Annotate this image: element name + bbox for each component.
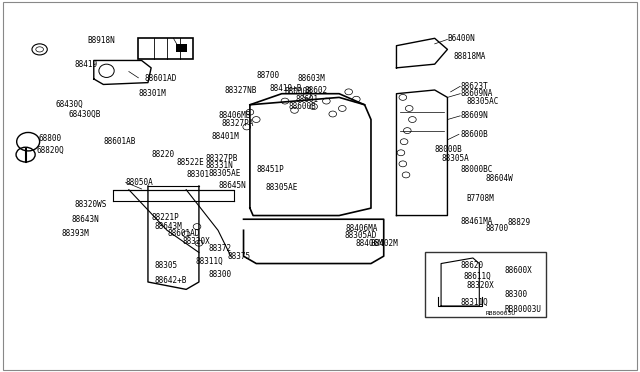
Text: 88311Q: 88311Q: [460, 298, 488, 307]
Text: 88451P: 88451P: [256, 165, 284, 174]
Text: 88601AD: 88601AD: [145, 74, 177, 83]
Text: 88406MA: 88406MA: [346, 224, 378, 233]
Text: 88419: 88419: [75, 60, 98, 69]
Text: 88221P: 88221P: [151, 213, 179, 222]
Text: 88000B: 88000B: [435, 145, 463, 154]
Text: 88611Q: 88611Q: [463, 272, 491, 281]
Text: 88375: 88375: [228, 251, 251, 261]
Text: 88406M: 88406M: [355, 239, 383, 248]
Text: 88000B: 88000B: [285, 87, 313, 96]
Text: 88372: 88372: [209, 244, 232, 253]
Text: 88320X: 88320X: [467, 281, 494, 290]
Text: 88393M: 88393M: [62, 230, 90, 238]
Text: 88643M: 88643M: [154, 222, 182, 231]
Text: 68800: 68800: [38, 134, 61, 142]
Text: 88601AD: 88601AD: [167, 230, 200, 238]
Text: 68820Q: 68820Q: [36, 147, 64, 155]
Text: 88301: 88301: [186, 170, 209, 179]
Text: 88220: 88220: [151, 150, 174, 159]
Text: B8918N: B8918N: [88, 36, 115, 45]
Text: 88301M: 88301M: [138, 89, 166, 98]
Text: 88604W: 88604W: [486, 174, 513, 183]
Text: 88305A: 88305A: [441, 154, 469, 163]
Text: RB80003U: RB80003U: [505, 305, 542, 314]
Text: 88402M: 88402M: [371, 239, 399, 248]
Text: 88643N: 88643N: [72, 215, 99, 224]
Text: 88603M: 88603M: [298, 74, 326, 83]
Text: 88829: 88829: [508, 218, 531, 227]
Text: 88623T: 88623T: [460, 82, 488, 91]
Text: 88600B: 88600B: [460, 130, 488, 139]
Text: 88305AD: 88305AD: [344, 231, 376, 240]
Text: 88311Q: 88311Q: [196, 257, 223, 266]
Text: 88320WS: 88320WS: [75, 200, 107, 209]
Text: 88620: 88620: [460, 261, 483, 270]
Text: 88601: 88601: [296, 96, 319, 105]
Text: 88522E: 88522E: [177, 157, 204, 167]
Text: 88645N: 88645N: [218, 182, 246, 190]
Text: 88700: 88700: [486, 224, 509, 233]
Text: 88320X: 88320X: [183, 237, 211, 246]
Text: 88327PA: 88327PA: [221, 119, 253, 128]
Text: 88700: 88700: [256, 71, 280, 80]
Text: B6400N: B6400N: [447, 34, 475, 43]
Text: 88401M: 88401M: [212, 132, 239, 141]
FancyBboxPatch shape: [176, 44, 188, 52]
Text: 88642+B: 88642+B: [154, 276, 187, 285]
Text: 88818MA: 88818MA: [454, 52, 486, 61]
Text: 68430QB: 68430QB: [68, 109, 100, 119]
Text: 88305AE: 88305AE: [266, 183, 298, 192]
Text: 88300: 88300: [209, 270, 232, 279]
Text: 88601AB: 88601AB: [103, 137, 136, 146]
Text: 88600B: 88600B: [288, 102, 316, 111]
Text: 88609N: 88609N: [460, 111, 488, 121]
Text: 88600X: 88600X: [505, 266, 532, 275]
Text: 88300: 88300: [505, 291, 528, 299]
Text: 88602: 88602: [304, 86, 327, 94]
Text: 88327NB: 88327NB: [225, 86, 257, 94]
Text: 88305AC: 88305AC: [467, 97, 499, 106]
Text: 88000BC: 88000BC: [460, 165, 493, 174]
Text: 88050A: 88050A: [125, 178, 154, 187]
Text: RB80003U: RB80003U: [486, 311, 516, 316]
Text: 88305AE: 88305AE: [209, 169, 241, 177]
Text: 88331N: 88331N: [205, 161, 233, 170]
Text: 68430Q: 68430Q: [56, 100, 83, 109]
Text: 88406MB: 88406MB: [218, 111, 250, 121]
Text: 88419+B: 88419+B: [269, 84, 301, 93]
Text: 88305: 88305: [154, 261, 177, 270]
Text: B7708M: B7708M: [467, 195, 494, 203]
Text: 88609NA: 88609NA: [460, 89, 493, 98]
Text: 88327PB: 88327PB: [205, 154, 237, 163]
Text: 88461MA: 88461MA: [460, 217, 493, 225]
